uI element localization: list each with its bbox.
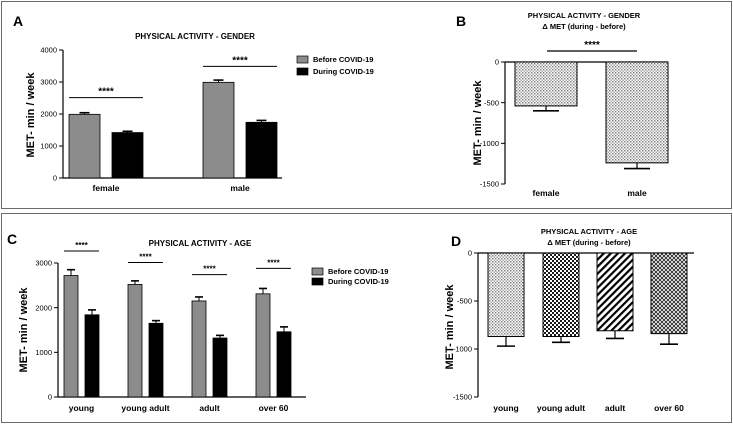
y-axis-title: MET- min / week xyxy=(472,80,484,166)
panel-letter-a: A xyxy=(13,13,23,29)
y-tick-label-1000: -1000 xyxy=(453,345,472,354)
y-tick-label-2000: 2000 xyxy=(40,110,57,119)
legend-swatch-before xyxy=(296,55,309,64)
category-label-adult: adult xyxy=(605,403,625,413)
significance-stars-young-adult: **** xyxy=(139,253,152,262)
bar-male xyxy=(605,61,669,164)
chart-title: PHYSICAL ACTIVITY - GENDER xyxy=(528,11,641,20)
y-tick-label-1000: 1000 xyxy=(35,348,52,357)
bar-over-60-before-covid-19 xyxy=(255,293,271,398)
y-tick-label-3000: 3000 xyxy=(40,78,57,87)
category-label-male: male xyxy=(627,188,647,198)
panel-letter-d: D xyxy=(451,233,461,249)
chart-title: PHYSICAL ACTIVITY - AGE xyxy=(541,227,637,236)
category-label-over-60: over 60 xyxy=(259,403,289,413)
bar-young-adult-during-covid-19 xyxy=(148,322,164,398)
significance-stars: **** xyxy=(584,40,600,51)
y-tick-label-1500: -1500 xyxy=(480,180,499,189)
y-axis-title: MET- min / week xyxy=(18,287,30,373)
bar-male-during-covid-19 xyxy=(245,121,278,179)
y-tick-label-0: 0 xyxy=(53,174,57,183)
legend-label-before: Before COVID-19 xyxy=(313,55,373,64)
category-label-female: female xyxy=(93,183,120,193)
y-tick-label-2000: 2000 xyxy=(35,303,52,312)
y-tick-label-500: -500 xyxy=(484,98,499,107)
category-label-female: female xyxy=(533,188,560,198)
y-axis-title: MET- min / week xyxy=(25,72,37,158)
chart-title: PHYSICAL ACTIVITY - GENDER xyxy=(135,32,255,41)
chart-gender-delta: B PHYSICAL ACTIVITY - GENDER Δ MET (duri… xyxy=(456,11,669,198)
panel-frame-bottom xyxy=(1,213,732,423)
chart-age-delta: D PHYSICAL ACTIVITY - AGE Δ MET (during … xyxy=(444,227,694,413)
bar-young xyxy=(487,252,525,338)
y-tick-label-4000: 4000 xyxy=(40,46,57,55)
bar-young-during-covid-19 xyxy=(84,314,100,398)
significance-stars-female: **** xyxy=(98,87,114,98)
panel-letter-b: B xyxy=(456,13,466,29)
category-label-over-60: over 60 xyxy=(654,403,684,413)
significance-stars-young: **** xyxy=(75,241,88,250)
significance-stars-over-60: **** xyxy=(267,258,280,267)
legend-swatch-during xyxy=(311,277,324,286)
category-label-young-adult: young adult xyxy=(537,403,585,413)
bar-male-before-covid-19 xyxy=(202,81,235,179)
y-tick-label-0: 0 xyxy=(468,249,472,258)
significance-stars-male: **** xyxy=(232,55,248,66)
category-label-male: male xyxy=(230,183,250,193)
category-label-young-adult: young adult xyxy=(121,403,169,413)
bar-over-60 xyxy=(650,252,688,335)
y-axis-title: MET- min / week xyxy=(444,284,456,370)
significance-stars-adult: **** xyxy=(203,265,216,274)
y-tick-label-1000: -1000 xyxy=(480,139,499,148)
panel-letter-c: C xyxy=(7,231,17,247)
y-tick-label-500: -500 xyxy=(457,297,472,306)
bar-adult-during-covid-19 xyxy=(212,337,228,398)
y-tick-label-1500: -1500 xyxy=(453,393,472,402)
panel-frame-top xyxy=(1,1,732,209)
bar-young-adult xyxy=(542,252,580,338)
y-tick-label-0: 0 xyxy=(495,58,499,67)
bar-young-adult-before-covid-19 xyxy=(127,284,143,398)
chart-gender: A PHYSICAL ACTIVITY - GENDER MET- min / … xyxy=(13,13,374,193)
category-label-young: young xyxy=(493,403,519,413)
category-label-young: young xyxy=(69,403,95,413)
legend-swatch-during xyxy=(296,67,309,76)
bar-female xyxy=(514,61,578,107)
bar-adult xyxy=(596,252,634,332)
y-tick-label-0: 0 xyxy=(48,393,52,402)
y-tick-label-1000: 1000 xyxy=(40,142,57,151)
bar-young-before-covid-19 xyxy=(63,275,79,398)
chart-title: PHYSICAL ACTIVITY - AGE xyxy=(149,239,252,248)
chart-subtitle: Δ MET (during - before) xyxy=(547,238,631,247)
bar-female-during-covid-19 xyxy=(111,132,144,179)
legend-label-during: During COVID-19 xyxy=(313,67,374,76)
category-label-adult: adult xyxy=(199,403,219,413)
bar-female-before-covid-19 xyxy=(68,113,101,179)
bar-over-60-during-covid-19 xyxy=(276,331,292,398)
bar-adult-before-covid-19 xyxy=(191,300,207,398)
y-tick-label-3000: 3000 xyxy=(35,259,52,268)
legend-swatch-before xyxy=(311,267,324,276)
legend-label-before: Before COVID-19 xyxy=(328,267,388,276)
legend-label-during: During COVID-19 xyxy=(328,277,389,286)
chart-subtitle: Δ MET (during - before) xyxy=(542,22,626,31)
chart-age: C PHYSICAL ACTIVITY - AGE MET- min / wee… xyxy=(7,231,389,413)
